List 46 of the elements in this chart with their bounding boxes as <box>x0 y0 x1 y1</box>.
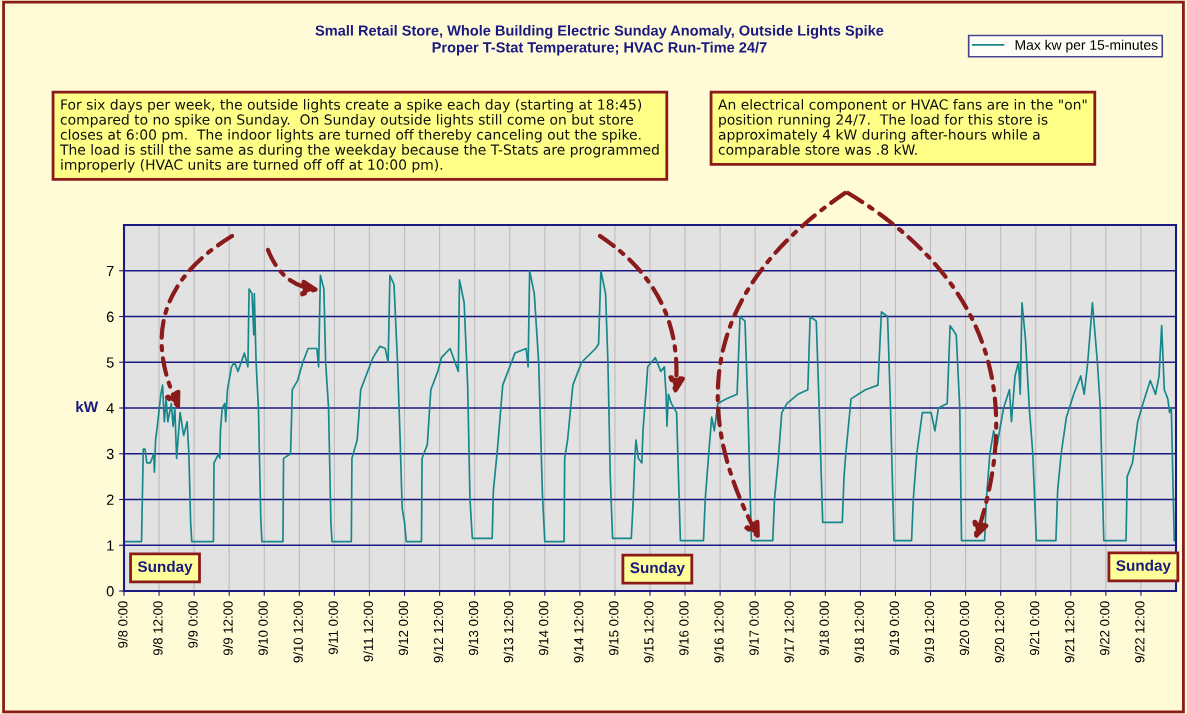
annotation: Sunday <box>137 560 193 576</box>
x-tick-label: 9/10 12:00 <box>293 601 303 663</box>
x-tick-label: 9/22 0:00 <box>1099 601 1110 656</box>
y-axis-title: kW <box>76 400 99 412</box>
annotation: Sunday <box>630 561 685 577</box>
y-tick-label: 5 <box>106 357 114 368</box>
x-tick-label: 9/22 12:00 <box>1134 601 1145 663</box>
x-tick-label: 9/16 0:00 <box>678 601 689 656</box>
x-tick-label: 9/17 0:00 <box>749 601 759 656</box>
y-tick-label: 3 <box>106 448 114 460</box>
x-tick-label: 9/14 12:00 <box>573 601 584 663</box>
x-tick-label: 9/8 0:00 <box>117 601 128 648</box>
y-tick-label: 1 <box>107 540 114 551</box>
x-tick-label: 9/16 12:00 <box>713 601 724 663</box>
x-tick-label: 9/20 12:00 <box>994 601 1005 663</box>
y-tick-label: 4 <box>106 403 114 414</box>
x-tick-label: 9/13 12:00 <box>503 601 514 663</box>
x-tick-label: 9/19 12:00 <box>924 601 935 663</box>
y-tick-label: 2 <box>106 494 114 505</box>
text: An electrical component or HVAC fans are in the "on" position running 24/7. The load for this store is approximately 4 kW during after-hours while a comparable store was .8 kW. <box>718 99 1087 158</box>
x-tick-label: 9/12 12:00 <box>433 601 444 663</box>
x-tick-label: 9/12 0:00 <box>398 601 409 656</box>
x-tick-label: 9/11 12:00 <box>363 601 374 662</box>
x-tick-label: 9/17 12:00 <box>784 601 794 663</box>
x-tick-label: 9/10 0:00 <box>258 601 268 656</box>
x-tick-label: 9/15 0:00 <box>608 601 619 656</box>
y-tick-label: 7 <box>106 266 114 277</box>
x-tick-label: 9/19 0:00 <box>889 601 900 656</box>
annotation: Sunday <box>1116 559 1171 574</box>
x-tick-label: 9/20 0:00 <box>959 601 970 656</box>
x-tick-label: 9/21 12:00 <box>1064 601 1075 663</box>
x-tick-label: 9/21 0:00 <box>1029 601 1040 656</box>
y-tick-label: 0 <box>106 586 114 597</box>
x-tick-label: 9/9 12:00 <box>223 601 233 656</box>
text: For six days per week, the outside lights create a spike each day (starting at 18:45) compared to no spike on Sunday. On Sunday outside lights still come on but store closes at 6:00 pm. The indoor lights are turned off thereby canceling out the spike. The load is still the same as during the weekday because the T-Stats are programmed improperly (HVAC units are turned off off at 10:00 pm). <box>59 99 659 173</box>
x-tick-label: 9/14 0:00 <box>538 601 549 656</box>
x-tick-label: 9/15 12:00 <box>643 601 654 663</box>
chart-title: Small Retail Store, Whole Building Electric Sunday Anomaly, Outside Lights Spike Proper T-Stat Temperature; HVAC Run-Time 24/7 <box>315 24 884 56</box>
x-tick-label: 9/8 12:00 <box>152 601 163 656</box>
y-tick-label: 6 <box>106 311 114 322</box>
x-tick-label: 9/9 0:00 <box>187 601 198 648</box>
x-tick-label: 9/13 0:00 <box>468 601 479 656</box>
legend-label: Max kw per 15-minutes <box>1015 39 1158 53</box>
x-tick-label: 9/18 12:00 <box>854 601 864 663</box>
x-tick-label: 9/11 0:00 <box>328 601 338 655</box>
x-tick-label: 9/18 0:00 <box>819 601 829 656</box>
